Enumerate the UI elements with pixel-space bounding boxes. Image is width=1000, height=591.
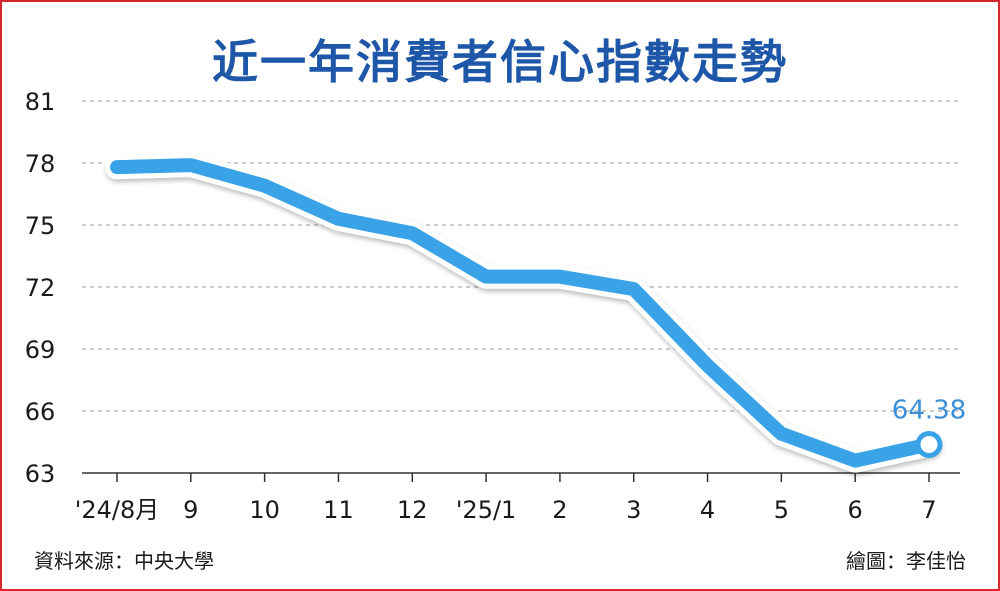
series-group [105, 153, 941, 473]
data-point [633, 288, 635, 290]
x-tick-label: 7 [921, 496, 936, 524]
x-axis-ticks: '24/8月 9 10 11 12 '25/1 2 3 4 5 6 7 [75, 473, 937, 524]
series-line-halo [105, 153, 941, 473]
end-value-label: 64.38 [892, 395, 966, 425]
grid-lines [82, 100, 960, 412]
data-point [780, 433, 782, 435]
x-tick-label: 12 [397, 496, 428, 524]
x-tick-label: '24/8月 [75, 496, 160, 524]
data-point [190, 164, 192, 166]
x-tick-label: 10 [249, 496, 280, 524]
x-tick-label: 5 [774, 496, 789, 524]
x-tick-label: 6 [848, 496, 863, 524]
x-tick-label: 2 [552, 496, 567, 524]
y-axis-ticks: 63 66 69 72 75 78 81 [25, 88, 56, 488]
y-tick-label: 63 [25, 460, 56, 488]
data-point [264, 185, 266, 187]
data-point [337, 218, 339, 220]
credit-note: 繪圖：李佳怡 [846, 549, 966, 573]
x-tick-label: 11 [323, 496, 354, 524]
y-tick-label: 69 [25, 336, 56, 364]
y-tick-label: 66 [25, 398, 56, 426]
data-point [559, 276, 561, 278]
y-tick-label: 81 [25, 88, 56, 116]
data-point [116, 166, 118, 168]
y-tick-label: 72 [25, 274, 56, 302]
x-tick-label: 4 [700, 496, 715, 524]
chart-title: 近一年消費者信心指數走勢 [212, 35, 788, 89]
x-tick-label: '25/1 [456, 496, 517, 524]
x-tick-label: 9 [183, 496, 198, 524]
end-point-marker [915, 430, 943, 458]
data-point [411, 232, 413, 234]
annotation-group: 64.38 [892, 395, 966, 458]
data-point [854, 460, 856, 462]
series-line [110, 158, 936, 468]
source-note: 資料來源：中央大學 [34, 549, 214, 573]
y-tick-label: 75 [25, 212, 56, 240]
x-tick-label: 3 [626, 496, 641, 524]
data-point [485, 276, 487, 278]
data-point [707, 365, 709, 367]
y-tick-label: 78 [25, 150, 56, 178]
